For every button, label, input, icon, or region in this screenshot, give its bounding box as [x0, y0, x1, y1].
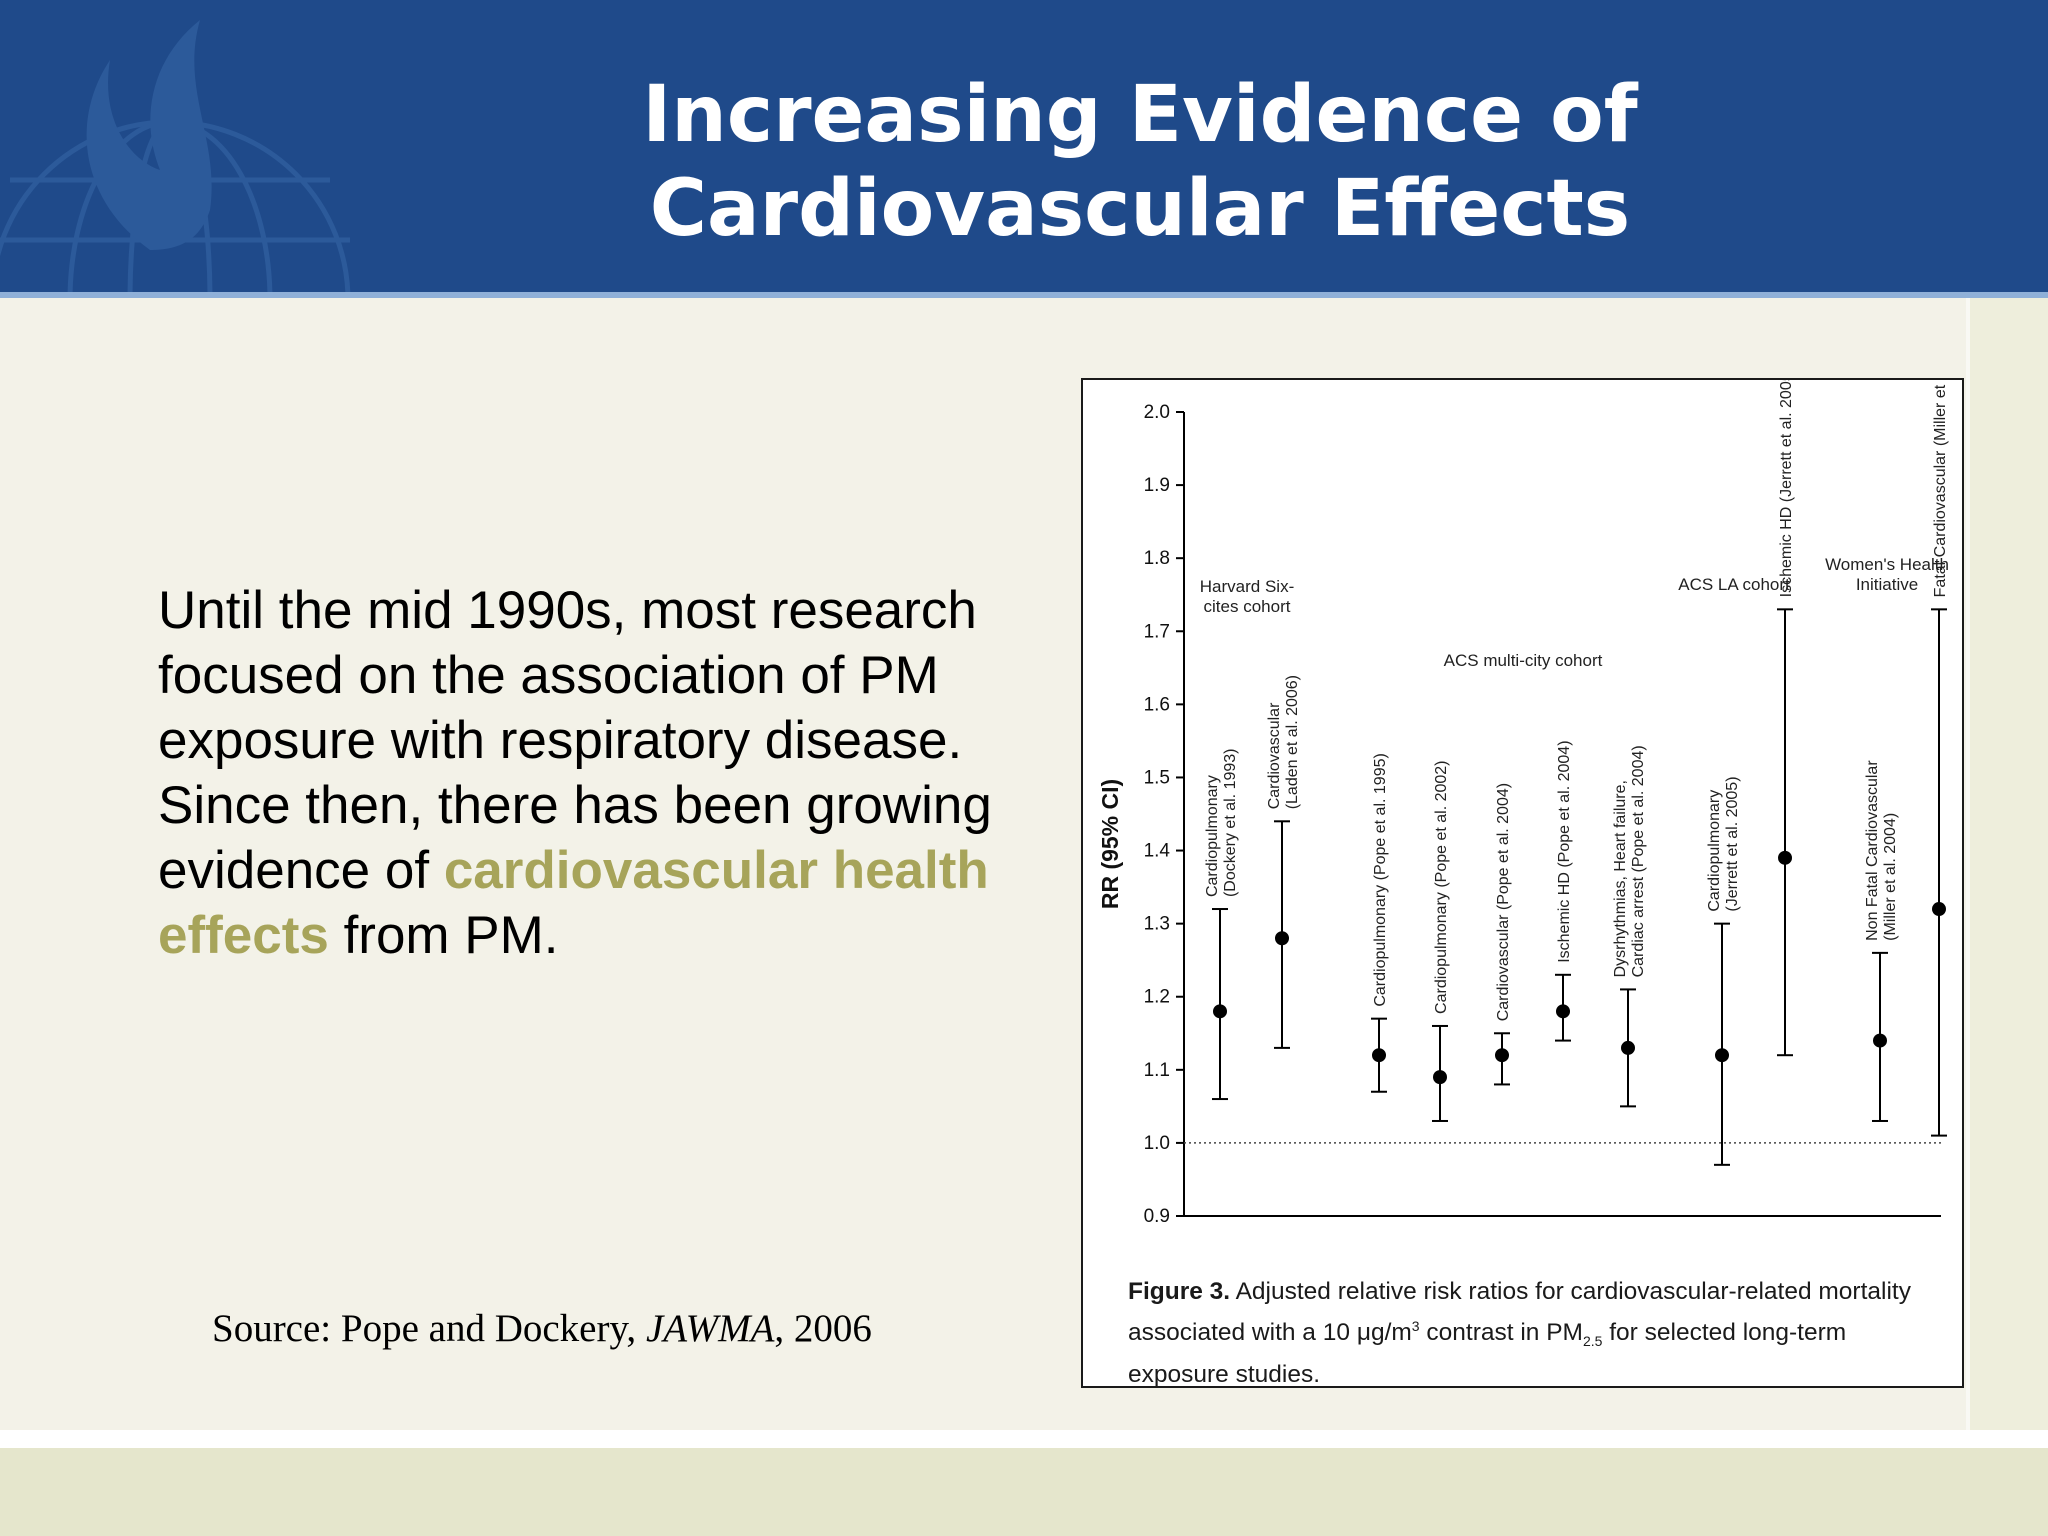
point-label: (Miller et al. 2004)	[1882, 813, 1899, 941]
point-label: Cardiovascular	[1266, 702, 1283, 809]
source-journal: JAWMA	[645, 1307, 775, 1350]
logo-watermark-icon	[0, 20, 351, 292]
caption-superscript: 3	[1411, 1318, 1420, 1334]
caption-mu: μ	[1356, 1319, 1371, 1347]
y-axis-label: RR (95% CI)	[1097, 779, 1123, 909]
point-label: (Jerrett et al. 2005)	[1724, 776, 1741, 911]
footer-band	[0, 1448, 2048, 1536]
right-margin-divider	[1966, 298, 1970, 1446]
group-label: cites cohort	[1204, 597, 1291, 616]
body-text-start: Until the mid 1990s, most research focus…	[158, 581, 992, 900]
rr-point	[1495, 1048, 1509, 1063]
rr-point	[1556, 1004, 1570, 1019]
caption-subscript: 2.5	[1582, 1333, 1603, 1350]
figure-panel: 0.9 1.0 1.1 1.2 1.3 1.4 1.5 1.6 1.7 1.8 1.9 2.0 RR (…	[1081, 378, 1964, 1388]
caption-line-1: Adjusted relative risk ratios for cardio…	[1235, 1278, 1911, 1305]
point-label: Cardiopulmonary (Pope et al. 1995)	[1372, 753, 1389, 1006]
caption-line-3: exposure studies.	[1128, 1361, 1321, 1389]
point-label: Fatal Cardiovascular (Miller et al. 2004…	[1932, 380, 1949, 597]
point-label: Cardiopulmonary (Pope et al. 2002)	[1433, 760, 1450, 1013]
point-label: Cardiopulmonary	[1204, 775, 1221, 897]
group-label: Initiative	[1856, 575, 1918, 594]
right-margin-strip	[1966, 298, 2048, 1446]
body-paragraph: Until the mid 1990s, most research focus…	[158, 578, 1038, 968]
title-line-1: Increasing Evidence of	[642, 70, 1638, 160]
rr-point	[1621, 1040, 1635, 1055]
y-tick-label: 1.1	[1144, 1060, 1170, 1081]
y-tick-label: 1.8	[1144, 548, 1170, 569]
caption-line-2-end: for selected long-term	[1602, 1319, 1847, 1347]
rr-point	[1213, 1004, 1227, 1019]
y-tick-label: 2.0	[1144, 402, 1170, 423]
y-tick-label: 1.9	[1144, 475, 1170, 496]
title-line-2: Cardiovascular Effects	[649, 164, 1631, 254]
figure-caption: Figure 3. Adjusted relative risk ratios …	[1128, 1275, 1948, 1392]
caption-label: Figure 3.	[1128, 1278, 1231, 1305]
point-label: Non Fatal Cardiovascular	[1864, 760, 1881, 941]
source-citation: Source: Pope and Dockery, JAWMA, 2006	[212, 1306, 872, 1351]
body-text-highlight: cardiovascular health effects	[158, 841, 989, 965]
point-label: (Dockery et al. 1993)	[1222, 749, 1239, 898]
group-label: ACS multi-city cohort	[1444, 651, 1603, 670]
caption-line-2-mid: contrast in PM	[1419, 1319, 1583, 1347]
y-tick-label: 1.3	[1144, 914, 1170, 935]
slide-title: Increasing Evidence of Cardiovascular Ef…	[560, 68, 1720, 256]
group-label: ACS LA cohort	[1678, 575, 1790, 594]
rr-point	[1372, 1048, 1386, 1063]
rr-forest-chart: 0.9 1.0 1.1 1.2 1.3 1.4 1.5 1.6 1.7 1.8 1.9 2.0 RR (…	[1097, 380, 1949, 1227]
y-tick-label: 1.4	[1144, 841, 1171, 862]
y-tick-label: 1.2	[1144, 987, 1170, 1008]
group-label: Harvard Six-	[1200, 577, 1294, 596]
rr-point	[1873, 1033, 1887, 1048]
rr-point	[1932, 902, 1946, 917]
rr-point	[1778, 850, 1792, 865]
point-label: Cardiovascular (Pope et al. 2004)	[1495, 783, 1512, 1021]
y-tick-label: 0.9	[1144, 1206, 1170, 1227]
footer-divider	[0, 1430, 2048, 1448]
header-divider	[0, 292, 2048, 298]
header-banner: Increasing Evidence of Cardiovascular Ef…	[0, 0, 2048, 292]
y-tick-label: 1.6	[1144, 694, 1170, 715]
point-label: Cardiopulmonary	[1706, 790, 1723, 912]
point-label: Ischemic HD (Pope et al. 2004)	[1556, 740, 1573, 962]
caption-unit: g/m	[1370, 1319, 1412, 1347]
point-label: Ischemic HD (Jerrett et al. 2005)	[1778, 380, 1795, 597]
source-prefix: Source: Pope and Dockery,	[212, 1307, 646, 1350]
y-tick-label: 1.5	[1144, 767, 1170, 788]
point-label: Dysrhythmias, Heart failure,	[1612, 780, 1629, 977]
y-tick-label: 1.7	[1144, 621, 1170, 642]
body-text-end: from PM.	[328, 906, 559, 965]
source-suffix: , 2006	[774, 1307, 872, 1350]
point-label: Cardiac arrest (Pope et al. 2004)	[1630, 745, 1647, 977]
rr-point	[1715, 1048, 1729, 1063]
y-tick-label: 1.0	[1144, 1133, 1170, 1154]
rr-point	[1275, 931, 1289, 946]
rr-point	[1433, 1070, 1447, 1085]
group-label: Women's Health	[1825, 555, 1949, 574]
caption-line-2-start: associated with a 10	[1128, 1319, 1357, 1347]
point-label: (Laden et al. 2006)	[1284, 675, 1301, 809]
